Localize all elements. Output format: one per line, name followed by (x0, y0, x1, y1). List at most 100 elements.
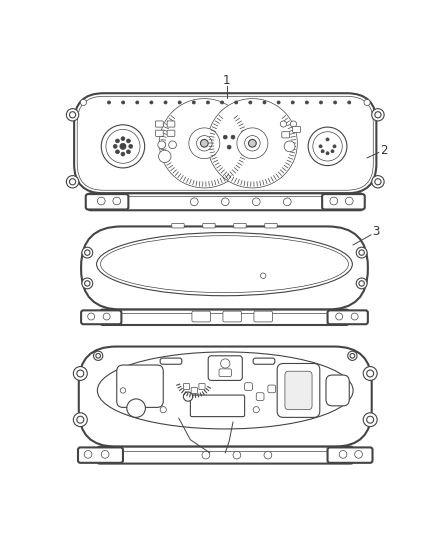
Circle shape (231, 135, 235, 139)
Circle shape (291, 101, 294, 104)
Circle shape (214, 106, 290, 181)
Circle shape (159, 150, 171, 163)
Circle shape (263, 101, 266, 104)
Circle shape (280, 121, 286, 127)
Circle shape (283, 198, 291, 206)
FancyBboxPatch shape (117, 365, 163, 407)
FancyBboxPatch shape (160, 358, 182, 364)
FancyBboxPatch shape (77, 96, 373, 190)
Circle shape (223, 135, 227, 139)
Text: 2: 2 (380, 144, 388, 157)
Circle shape (220, 101, 224, 104)
Circle shape (350, 353, 355, 358)
FancyBboxPatch shape (155, 121, 163, 127)
FancyBboxPatch shape (167, 121, 175, 127)
Circle shape (103, 313, 110, 320)
Circle shape (313, 132, 342, 161)
FancyBboxPatch shape (208, 356, 242, 381)
Circle shape (363, 413, 377, 426)
Circle shape (85, 281, 90, 286)
FancyBboxPatch shape (253, 358, 275, 364)
Circle shape (178, 101, 181, 104)
FancyBboxPatch shape (322, 194, 365, 209)
Circle shape (348, 101, 351, 104)
Ellipse shape (97, 232, 352, 296)
Circle shape (334, 101, 337, 104)
Circle shape (252, 198, 260, 206)
FancyBboxPatch shape (97, 447, 353, 464)
FancyBboxPatch shape (234, 223, 246, 228)
Circle shape (201, 140, 208, 147)
Circle shape (160, 407, 166, 413)
Circle shape (339, 450, 347, 458)
Circle shape (67, 109, 79, 121)
Circle shape (319, 145, 322, 148)
FancyBboxPatch shape (326, 375, 349, 406)
FancyBboxPatch shape (268, 385, 276, 393)
Circle shape (321, 150, 324, 153)
FancyBboxPatch shape (167, 130, 175, 136)
Circle shape (120, 387, 126, 393)
Circle shape (364, 99, 370, 106)
Circle shape (159, 99, 249, 188)
Circle shape (122, 101, 125, 104)
FancyBboxPatch shape (223, 311, 241, 322)
FancyBboxPatch shape (256, 393, 264, 400)
Circle shape (192, 101, 195, 104)
Circle shape (227, 145, 231, 149)
Ellipse shape (97, 352, 353, 429)
Circle shape (210, 101, 295, 185)
Circle shape (113, 144, 117, 148)
Circle shape (84, 450, 92, 458)
Circle shape (355, 450, 362, 458)
Circle shape (85, 250, 90, 255)
FancyBboxPatch shape (86, 194, 128, 209)
Text: 3: 3 (372, 225, 380, 238)
Circle shape (121, 137, 125, 141)
Circle shape (290, 121, 297, 127)
Circle shape (330, 197, 338, 205)
Circle shape (261, 273, 266, 278)
FancyBboxPatch shape (78, 447, 123, 463)
FancyBboxPatch shape (328, 447, 372, 463)
Circle shape (96, 353, 100, 358)
Circle shape (253, 407, 259, 413)
Circle shape (331, 150, 334, 153)
Circle shape (88, 313, 95, 320)
FancyBboxPatch shape (282, 132, 290, 138)
Circle shape (121, 152, 125, 156)
Circle shape (116, 150, 120, 154)
Circle shape (129, 144, 133, 148)
Circle shape (333, 145, 336, 148)
FancyBboxPatch shape (192, 311, 211, 322)
FancyBboxPatch shape (74, 93, 376, 193)
Circle shape (264, 451, 272, 459)
Circle shape (202, 451, 210, 459)
Circle shape (221, 359, 230, 368)
FancyBboxPatch shape (277, 364, 320, 417)
Circle shape (375, 112, 381, 118)
FancyBboxPatch shape (245, 383, 252, 391)
FancyBboxPatch shape (100, 310, 349, 325)
Circle shape (208, 99, 297, 188)
Circle shape (359, 250, 364, 255)
Circle shape (116, 139, 120, 143)
Circle shape (82, 247, 93, 258)
Circle shape (77, 416, 84, 423)
Circle shape (367, 416, 374, 423)
Circle shape (97, 197, 105, 205)
FancyBboxPatch shape (191, 395, 245, 417)
Circle shape (127, 150, 131, 154)
Circle shape (233, 451, 241, 459)
Circle shape (348, 351, 357, 360)
Circle shape (346, 197, 353, 205)
Circle shape (249, 101, 252, 104)
Circle shape (162, 101, 247, 185)
Circle shape (375, 179, 381, 185)
Circle shape (101, 450, 109, 458)
Circle shape (70, 179, 76, 185)
FancyBboxPatch shape (155, 130, 163, 136)
Circle shape (106, 130, 140, 163)
Circle shape (197, 135, 212, 151)
Circle shape (80, 99, 87, 106)
